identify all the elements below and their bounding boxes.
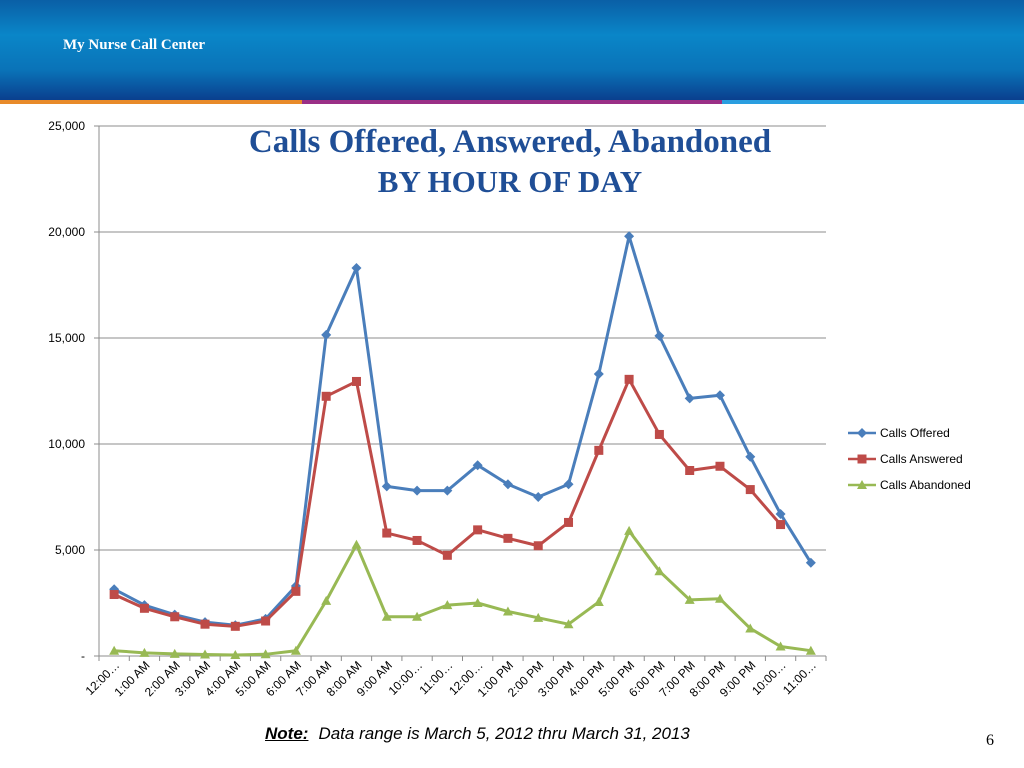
data-point [109, 590, 119, 600]
data-point [593, 369, 604, 380]
data-point [472, 598, 483, 607]
data-point [714, 390, 725, 401]
series-line [113, 234, 813, 627]
data-point [533, 492, 544, 502]
data-point [564, 517, 574, 527]
data-point [563, 619, 574, 629]
data-point [412, 485, 423, 496]
data-point [805, 557, 816, 568]
legend-marker-answered [848, 454, 876, 464]
footnote: Note: Data range is March 5, 2012 thru Ma… [265, 724, 690, 744]
data-point [412, 611, 423, 621]
legend-item-answered: Calls Answered [848, 450, 971, 476]
data-point [775, 508, 786, 519]
page-number: 6 [986, 732, 994, 749]
y-tick-label: 20,000 [48, 225, 85, 239]
legend-marker-offered [848, 428, 876, 438]
data-point [745, 623, 756, 633]
data-point [442, 485, 453, 496]
data-point [594, 445, 604, 455]
accent-stripe-blue [722, 100, 1024, 104]
data-point [230, 649, 241, 659]
data-point [805, 645, 816, 655]
data-point [502, 479, 513, 490]
data-point [261, 616, 271, 626]
data-point [200, 619, 210, 629]
series-line [114, 529, 812, 657]
chart-title: Calls Offered, Answered, Abandoned [248, 124, 772, 160]
data-point [139, 647, 150, 657]
data-point [684, 393, 695, 404]
x-tick-label: 11:00… [780, 658, 819, 697]
data-point [412, 535, 422, 545]
data-point [170, 612, 180, 622]
data-point [321, 595, 332, 605]
chart-subtitle: BY HOUR OF DAY [377, 164, 643, 199]
note-text: Data range is March 5, 2012 thru March 3… [318, 724, 690, 743]
legend-item-abandoned: Calls Abandoned [848, 476, 971, 502]
accent-stripe-orange [0, 100, 302, 104]
data-point [593, 596, 604, 606]
data-point [351, 263, 362, 274]
data-point [654, 566, 665, 576]
y-tick-label: 25,000 [48, 119, 85, 133]
data-point [230, 621, 240, 631]
data-point [685, 466, 695, 475]
data-point [442, 550, 452, 560]
data-point [291, 586, 301, 596]
data-point [654, 429, 664, 439]
chart-legend: Calls Offered Calls Answered Calls Aband… [848, 424, 971, 502]
data-point [290, 645, 301, 655]
slide-header: My Nurse Call Center [0, 0, 1024, 100]
data-point [260, 649, 271, 659]
data-point [351, 376, 361, 386]
y-tick-label: - [81, 649, 85, 663]
data-point [473, 525, 483, 535]
data-point [381, 481, 392, 492]
legend-item-offered: Calls Offered [848, 424, 971, 450]
data-point [776, 520, 786, 530]
legend-label-abandoned: Calls Abandoned [880, 478, 971, 492]
data-point [200, 649, 211, 659]
y-tick-label: 5,000 [55, 543, 85, 557]
line-chart: -5,00010,00015,00020,00025,00012:00…1:00… [48, 119, 827, 700]
accent-stripe-purple [302, 100, 722, 104]
y-tick-label: 15,000 [48, 331, 85, 345]
data-point [442, 600, 453, 610]
data-point [503, 533, 513, 543]
legend-marker-abandoned [848, 480, 876, 489]
data-point [351, 539, 362, 549]
x-tick-label: 10:00… [749, 658, 789, 698]
data-point [139, 603, 149, 613]
data-point [381, 611, 392, 621]
y-tick-label: 10,000 [48, 437, 85, 451]
data-point [624, 231, 635, 242]
data-point [502, 606, 513, 616]
data-point [624, 525, 635, 535]
data-point [714, 593, 725, 603]
legend-label-offered: Calls Offered [880, 426, 950, 440]
data-point [533, 612, 544, 622]
legend-label-answered: Calls Answered [880, 452, 963, 466]
data-point [654, 330, 665, 341]
data-point [563, 479, 574, 490]
data-point [533, 541, 543, 551]
data-point [715, 461, 725, 471]
data-point [472, 460, 483, 471]
x-tick-label: 10:00… [386, 658, 426, 698]
data-point [321, 329, 332, 340]
data-point [775, 641, 786, 651]
header-title: My Nurse Call Center [63, 37, 206, 53]
data-point [624, 374, 634, 384]
note-label: Note: [265, 724, 309, 743]
data-point [684, 594, 695, 604]
data-point [109, 645, 120, 655]
data-point [382, 528, 392, 538]
data-point [745, 451, 756, 462]
data-point [745, 485, 755, 495]
data-point [169, 648, 180, 658]
data-point [321, 391, 331, 401]
